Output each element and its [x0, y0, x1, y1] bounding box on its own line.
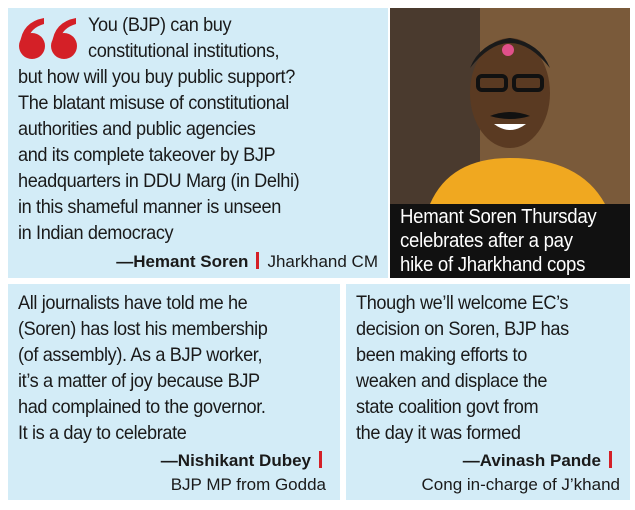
caption-line: hike of Jharkhand cops [400, 254, 586, 276]
speaker: —Hemant Soren [116, 252, 249, 271]
caption-line: celebrates after a pay [400, 230, 573, 252]
role: BJP MP from Godda [170, 475, 326, 494]
quote-line: it’s a matter of joy because BJP [18, 370, 260, 392]
caption-line: Hemant Soren Thursday [400, 206, 597, 228]
quote-line: state coalition govt from [356, 396, 539, 418]
quote-line: (Soren) has lost his membership [18, 318, 268, 340]
quote-line: It is a day to celebrate [18, 422, 187, 444]
quote-line: had complained to the governor. [18, 396, 266, 418]
quote-line: decision on Soren, BJP has [356, 318, 569, 340]
separator [256, 252, 260, 269]
quote-line: in Indian democracy [18, 222, 174, 244]
quote-line: constitutional institutions, [88, 40, 280, 62]
quote-line: Though we’ll welcome EC’s [356, 292, 569, 314]
quote-line: weaken and displace the [356, 370, 548, 392]
separator [609, 451, 612, 468]
separator [319, 451, 322, 468]
photo-illustration [390, 8, 630, 204]
quote-mark [19, 18, 77, 59]
attribution: —Hemant Soren Jharkhand CM [116, 251, 378, 273]
speaker: —Avinash Pande [462, 451, 601, 470]
quote-line: in this shameful manner is unseen [18, 196, 281, 218]
quote-line: The blatant misuse of constitutional [18, 92, 289, 114]
quote-line: but how will you buy public support? [18, 66, 295, 88]
attribution: —Nishikant Dubey [161, 450, 330, 472]
quote-box: All journalists have told me he (Soren) h… [8, 284, 340, 500]
quote-line: been making efforts to [356, 344, 527, 366]
quote-line: headquarters in DDU Marg (in Delhi) [18, 170, 300, 192]
quote-line: and its complete takeover by BJP [18, 144, 276, 166]
attribution: —Avinash Pande [463, 450, 620, 472]
speaker: —Nishikant Dubey [160, 451, 311, 470]
quote-line: All journalists have told me he [18, 292, 248, 314]
quote-line: the day it was formed [356, 422, 521, 444]
main-quote-box: You (BJP) can buy constitutional institut… [8, 8, 388, 278]
quote-line: (of assembly). As a BJP worker, [18, 344, 263, 366]
caption-box: Hemant Soren Thursday celebrates after a … [390, 204, 630, 278]
quote-box: Though we’ll welcome EC’s decision on Sor… [346, 284, 630, 500]
photo [390, 8, 630, 204]
role: Cong in-charge of J’khand [421, 475, 620, 494]
quote-line: You (BJP) can buy [88, 14, 232, 36]
quote-line: authorities and public agencies [18, 118, 256, 140]
role: Jharkhand CM [267, 252, 378, 271]
